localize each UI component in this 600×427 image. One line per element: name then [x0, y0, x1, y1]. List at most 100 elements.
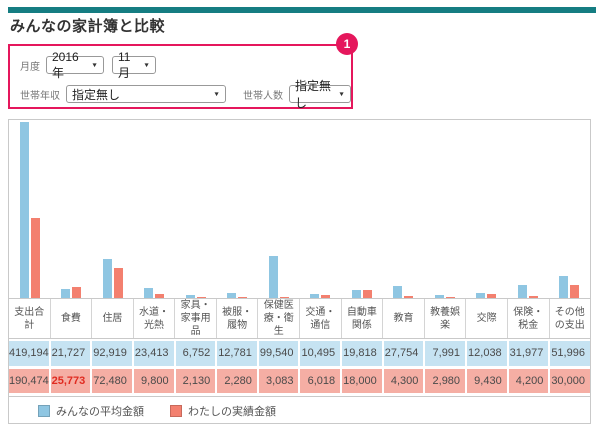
average-value-cell: 419,194 [9, 341, 49, 366]
category-header-cell: 交通・通信 [300, 299, 342, 338]
average-value-cell: 6,752 [175, 341, 216, 366]
legend-item-mine: わたしの実績金額 [170, 403, 276, 419]
bar-average [102, 259, 112, 298]
page-title: みんなの家計簿と比較 [10, 18, 166, 35]
my-value-cell: 2,280 [217, 369, 257, 393]
average-value-cell: 12,781 [217, 341, 257, 366]
month-select-value: 11月 [118, 49, 131, 80]
income-select[interactable]: 指定無し ▼ [66, 85, 227, 103]
top-accent-bar [8, 7, 596, 13]
average-value-cell: 19,818 [342, 341, 382, 366]
my-value-cell: 3,083 [258, 369, 299, 393]
step-badge: 1 [336, 33, 358, 55]
category-header-row: 支出合計 食費 住居 水道・光熱 家具・家事用品 被服・履物 保健医療・衛生 交通・通信 自動車… [9, 298, 590, 339]
bar-average [434, 295, 444, 298]
comparison-chart-card: 支出合計 食費 住居 水道・光熱 家具・家事用品 被服・履物 保健医療・衛生 交通・通信 自動車… [8, 119, 591, 424]
month-filter-label: 月度 [20, 61, 40, 73]
month-select[interactable]: 11月 ▼ [112, 50, 156, 80]
my-value-cell: 6,018 [300, 369, 341, 393]
average-value-cell: 23,413 [133, 341, 174, 366]
bar-average [476, 293, 486, 298]
legend-item-average: みんなの平均金額 [38, 403, 144, 419]
category-header-cell: 支出合計 [9, 299, 51, 338]
category-header-cell: その他の支出 [554, 306, 585, 331]
category-header-cell: 交際 [466, 299, 508, 338]
bar-average [268, 256, 278, 298]
year-select-value: 2016年 [52, 49, 79, 80]
category-header-cell: 家具・家事用品 [175, 299, 217, 338]
bar-average [19, 122, 29, 298]
bar-average [351, 290, 361, 298]
chart-column [383, 120, 425, 298]
chart-column [9, 120, 51, 298]
chart-column [134, 120, 176, 298]
average-value-cell: 7,991 [425, 341, 466, 366]
my-value-cell: 2,130 [175, 369, 216, 393]
bar-mine [155, 294, 165, 298]
average-value-cell: 10,495 [300, 341, 341, 366]
chart-column [258, 120, 300, 298]
category-header-cell: 教養娯楽 [425, 299, 467, 338]
chart-column [92, 120, 134, 298]
bar-average [310, 294, 320, 298]
chevron-down-icon: ▼ [338, 90, 345, 98]
category-header-cell: 自動車関係 [342, 299, 384, 338]
average-value-cell: 51,996 [550, 341, 590, 366]
persons-select[interactable]: 指定無し ▼ [289, 79, 351, 110]
chart-legend: みんなの平均金額 わたしの実績金額 [9, 396, 590, 425]
bar-mine [570, 285, 580, 298]
income-filter-label: 世帯年収 [20, 90, 60, 102]
chevron-down-icon: ▼ [213, 90, 221, 98]
my-values-row: 190,474 25,773 72,480 9,800 2,130 2,280 3,083 6… [9, 369, 590, 393]
bar-average [185, 295, 195, 298]
bar-mine [362, 290, 372, 298]
chart-column [300, 120, 342, 298]
year-select[interactable]: 2016年 ▼ [46, 50, 104, 80]
chart-column [549, 120, 591, 298]
legend-swatch-average [38, 405, 50, 417]
bar-mine [113, 268, 123, 298]
bar-average [227, 293, 237, 298]
persons-filter-label: 世帯人数 [243, 90, 284, 102]
month-filter-row: 月度 2016年 ▼ 11月 ▼ [20, 50, 351, 80]
legend-label-mine: わたしの実績金額 [188, 406, 276, 418]
chart-plot [9, 120, 590, 298]
bar-mine [404, 296, 414, 298]
bar-average [393, 286, 403, 298]
average-values-row: 419,194 21,727 92,919 23,413 6,752 12,781 99,5… [9, 341, 590, 366]
legend-label-average: みんなの平均金額 [56, 406, 144, 418]
average-value-cell: 31,977 [508, 341, 549, 366]
my-value-cell: 72,480 [92, 369, 132, 393]
category-header-cell: 住居 [92, 299, 134, 338]
my-value-cell: 4,200 [508, 369, 549, 393]
category-header-cell: 教育 [383, 299, 425, 338]
category-header-cell: 被服・履物 [217, 299, 259, 338]
category-header-cell: 保険・税金 [508, 299, 550, 338]
bar-mine [196, 297, 206, 298]
bar-mine [321, 295, 331, 298]
average-value-cell: 92,919 [92, 341, 132, 366]
persons-select-value: 指定無し [295, 79, 332, 110]
legend-swatch-mine [170, 405, 182, 417]
bar-mine [487, 294, 497, 298]
my-value-cell: 4,300 [383, 369, 424, 393]
bar-mine [279, 297, 289, 298]
chevron-down-icon: ▼ [143, 61, 150, 69]
my-value-cell: 18,000 [342, 369, 382, 393]
chevron-down-icon: ▼ [91, 61, 98, 69]
filter-panel: 1 月度 2016年 ▼ 11月 ▼ 世帯年収 指定無し ▼ 世帯人数 指定無し… [8, 33, 358, 110]
my-value-cell: 190,474 [9, 369, 49, 393]
chart-column [51, 120, 93, 298]
bar-mine [528, 296, 538, 298]
category-header-cell: 食費 [51, 299, 93, 338]
bar-average [559, 276, 569, 298]
average-value-cell: 21,727 [50, 341, 91, 366]
chart-column [424, 120, 466, 298]
my-value-cell: 2,980 [425, 369, 466, 393]
my-value-cell: 30,000 [550, 369, 590, 393]
bar-average [517, 285, 527, 298]
income-select-value: 指定無し [72, 87, 121, 102]
category-header-cell: 水道・光熱 [134, 299, 176, 338]
my-value-cell: 9,430 [467, 369, 507, 393]
chart-column [217, 120, 259, 298]
